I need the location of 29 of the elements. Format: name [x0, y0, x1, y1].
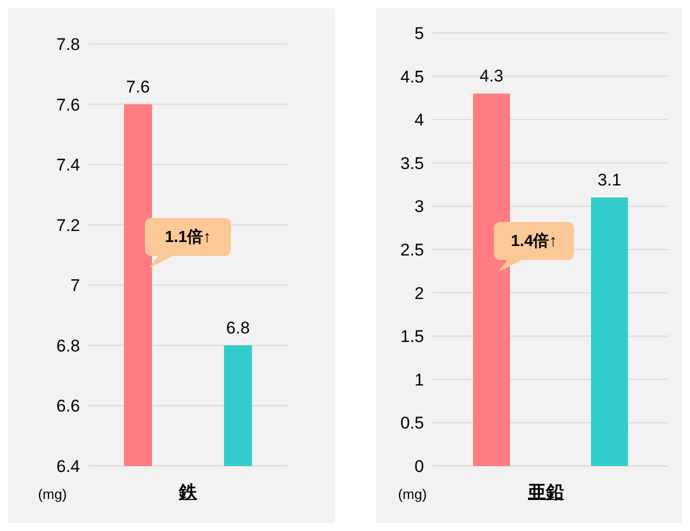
- y-tick-label: 5: [414, 24, 424, 44]
- y-tick-label: 6.4: [56, 457, 80, 476]
- data-label: 6.8: [226, 318, 250, 338]
- y-axis-title: (mg): [38, 486, 67, 502]
- y-tick-label: 3.5: [400, 154, 424, 173]
- y-tick-label: 2.5: [400, 240, 424, 260]
- y-tick-label: 1.5: [400, 327, 424, 346]
- data-label: 4.3: [480, 66, 504, 86]
- y-tick-label: 6.8: [56, 336, 80, 356]
- data-label: 7.6: [126, 77, 150, 96]
- data-label: 3.1: [598, 170, 622, 190]
- y-tick-label: 7.4: [56, 156, 80, 175]
- annotation: 1.4倍↑: [510, 231, 558, 252]
- y-tick-label: 3: [414, 197, 424, 216]
- y-axis-title: (mg): [398, 486, 427, 502]
- y-tick-label: 0.5: [400, 414, 424, 433]
- annotation: 1.1倍↑: [164, 227, 212, 248]
- x-axis-title: 亜鉛: [527, 481, 565, 504]
- y-tick-label: 2: [414, 284, 424, 303]
- y-tick-label: 7.6: [56, 95, 80, 114]
- y-tick-label: 4: [414, 110, 424, 130]
- y-tick-label: 6.6: [56, 396, 80, 416]
- y-tick-label: 1: [414, 370, 424, 390]
- y-tick-label: 4.5: [400, 67, 424, 86]
- y-tick-label: 7: [70, 276, 80, 296]
- y-tick-label: 7.2: [56, 216, 80, 235]
- x-axis-title: 鉄: [178, 481, 198, 504]
- y-tick-label: 0: [414, 457, 424, 476]
- y-tick-label: 7.8: [56, 35, 80, 54]
